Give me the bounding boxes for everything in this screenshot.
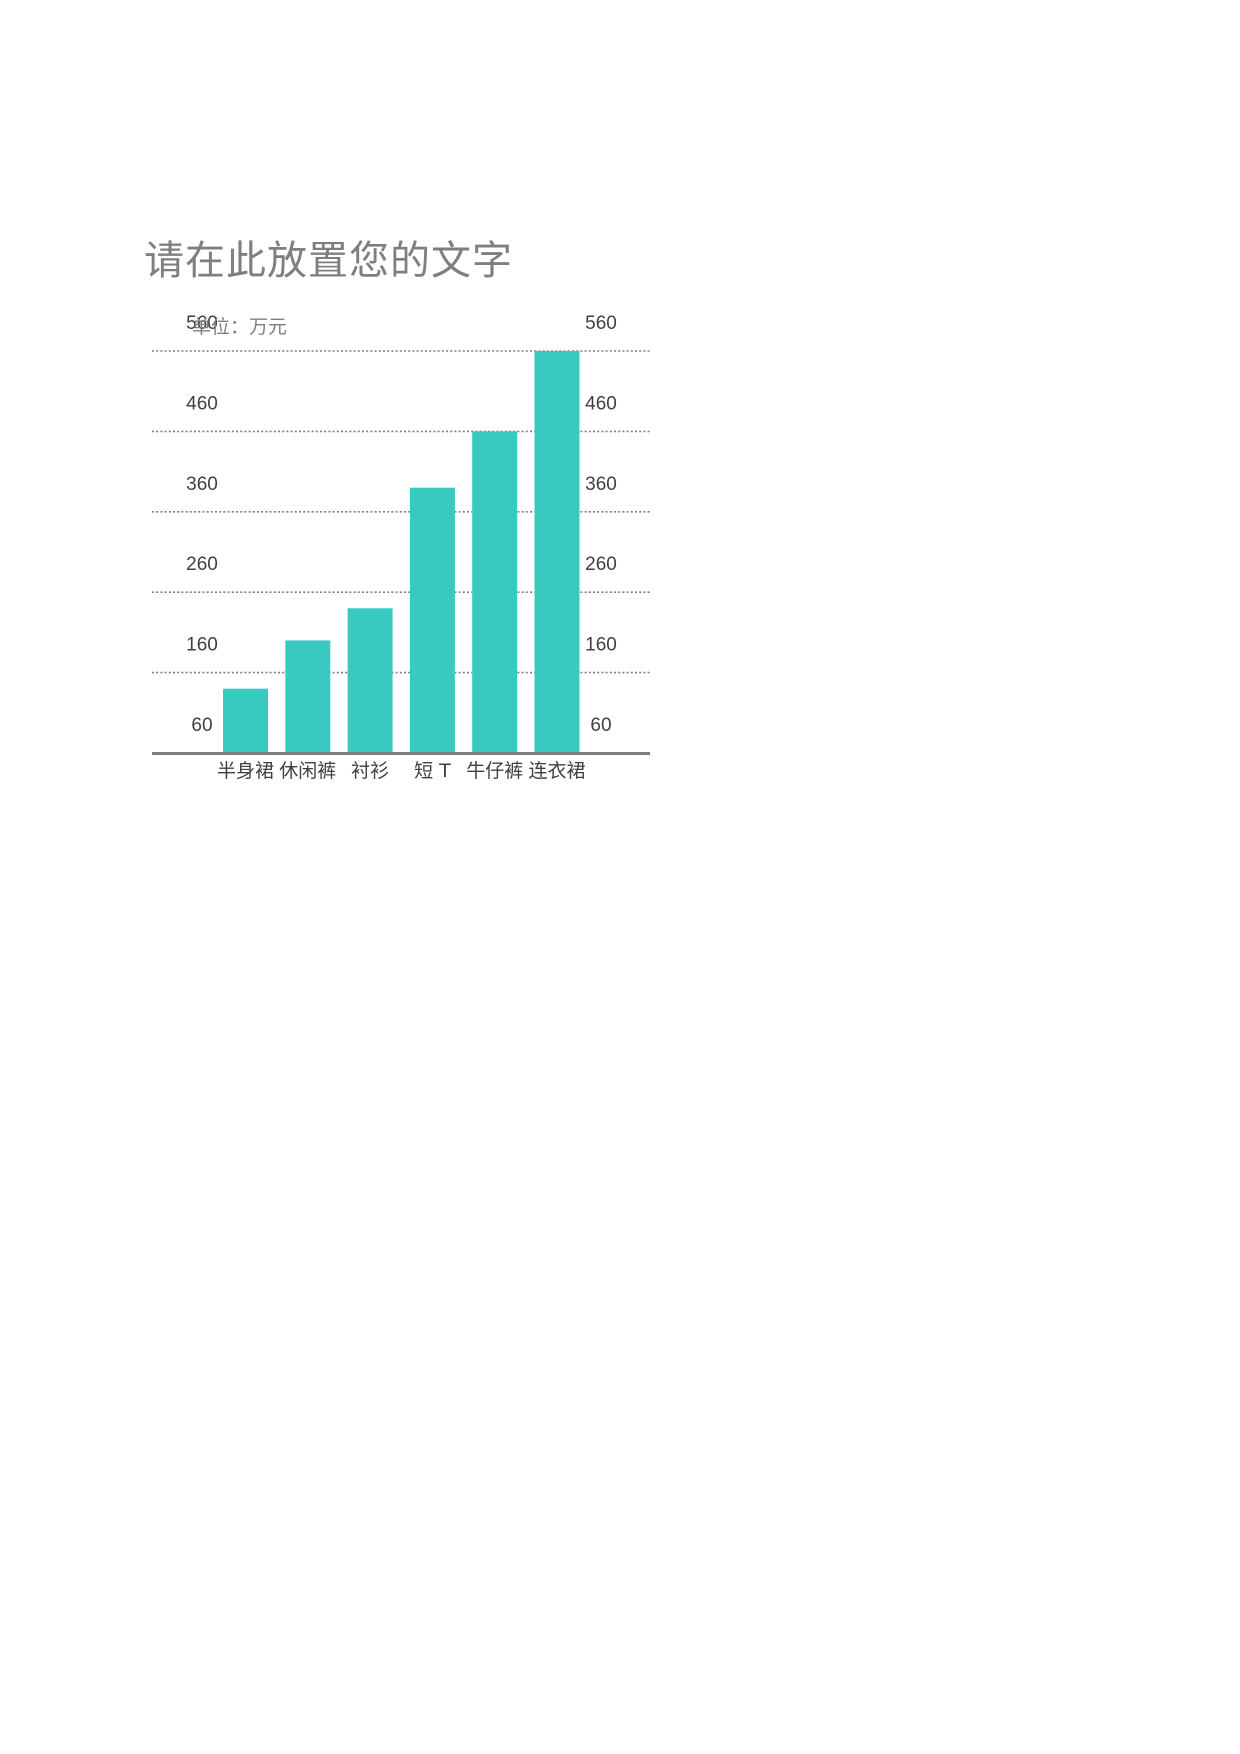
bar-1 [285,640,331,753]
bar-3 [409,487,455,753]
category-label-3: 短 T [414,760,451,782]
bar-4 [472,431,518,753]
right-tick-label-260: 260 [585,554,617,575]
category-label-0: 半身裙 [217,760,274,782]
bars [223,351,580,753]
left-axis-ticks: 60 160 260 360 460 560 [186,313,218,736]
left-tick-label-60: 60 [191,715,212,736]
category-labels: 半身裙 休闲裤 衬衫 短 T 牛仔裤 连衣裙 [217,760,586,782]
right-axis-ticks: 60 160 260 360 460 560 [585,313,617,736]
right-tick-label-460: 460 [585,393,617,414]
category-label-5: 连衣裙 [528,760,585,782]
grid-lines [152,350,650,674]
category-label-1: 休闲裤 [279,760,336,782]
left-tick-label-160: 160 [186,635,218,656]
right-tick-label-160: 160 [585,635,617,656]
category-label-4: 牛仔裤 [466,760,523,782]
bar-5 [534,351,580,753]
left-tick-label-260: 260 [186,554,218,575]
left-tick-label-560: 560 [186,313,218,334]
right-tick-label-60: 60 [590,715,611,736]
left-tick-label-460: 460 [186,393,218,414]
bar-0 [223,688,268,753]
unit-label: 单位：万元 [192,316,287,338]
category-label-2: 衬衫 [351,760,389,782]
left-tick-label-360: 360 [186,474,218,495]
right-tick-label-360: 360 [585,474,617,495]
right-tick-label-560: 560 [585,313,617,334]
bar-2 [347,608,393,753]
page-title: 请在此放置您的文字 [144,238,513,284]
